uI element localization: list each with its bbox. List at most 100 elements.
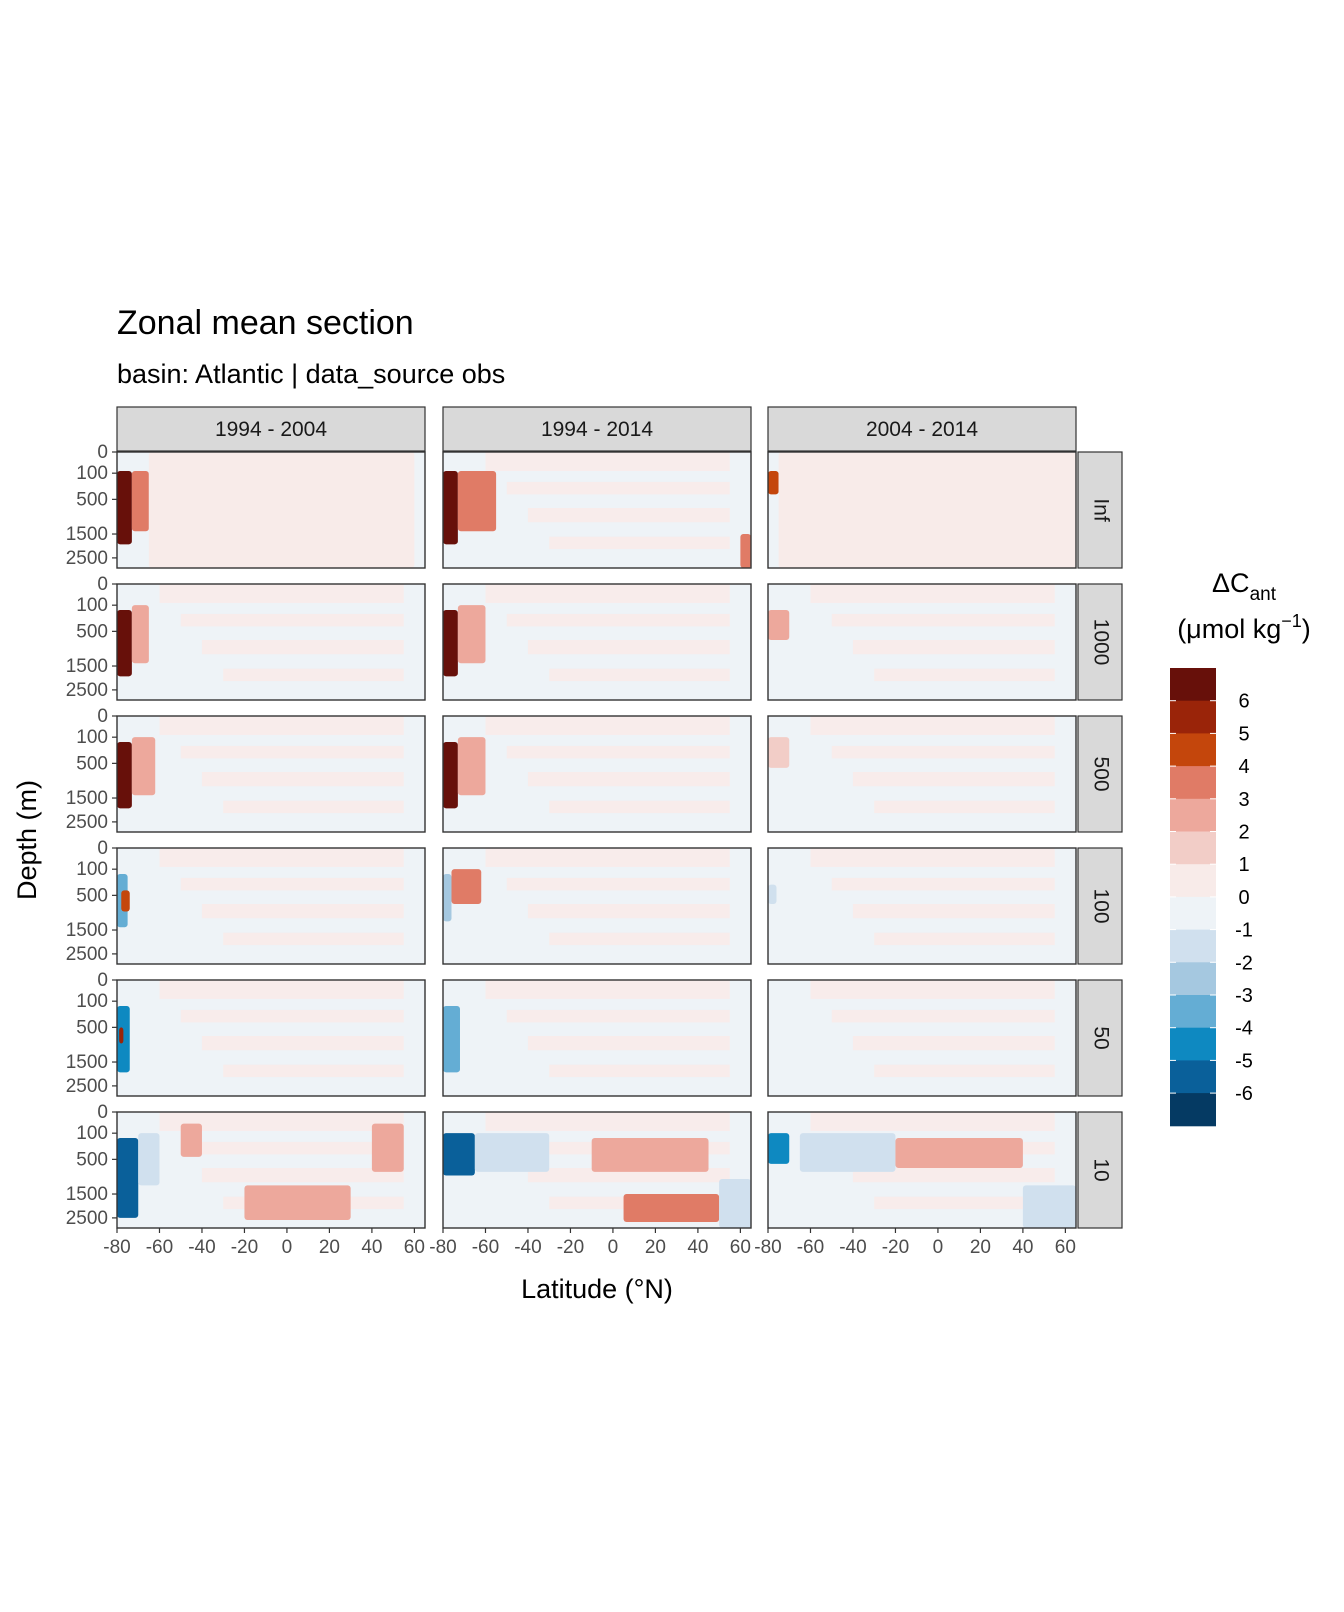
contour-band	[831, 745, 1055, 759]
legend-color-swatch	[1170, 700, 1216, 734]
y-tick-label: 1500	[66, 1184, 108, 1205]
contour-band	[201, 772, 404, 787]
x-tick-label: 40	[1012, 1237, 1033, 1258]
x-tick-label: -40	[188, 1237, 215, 1258]
y-tick-label: 500	[76, 753, 108, 774]
panel-border	[442, 979, 752, 1097]
contour-band	[831, 877, 1055, 891]
facet-strip-background	[1077, 451, 1123, 569]
x-tick-label: 20	[319, 1237, 340, 1258]
contour-region	[623, 1194, 720, 1223]
y-tick-label: 100	[76, 727, 108, 748]
x-tick-label: -40	[514, 1237, 541, 1258]
contour-region	[768, 884, 777, 905]
x-tick-label: 60	[404, 1237, 425, 1258]
legend-color-swatch	[1170, 1027, 1216, 1061]
legend-color-swatch	[1170, 1093, 1216, 1127]
contour-band	[223, 932, 404, 946]
contour-region	[457, 737, 486, 796]
facet-strip-background	[1077, 715, 1123, 833]
contour-band	[810, 848, 1055, 867]
contour-region	[451, 869, 482, 905]
y-tick-label: 2500	[66, 812, 108, 833]
contour-region	[443, 1133, 475, 1176]
legend-label: -5	[1235, 1050, 1253, 1072]
x-tick-label: 0	[933, 1237, 944, 1258]
facet-strip-label: 1994 - 2004	[215, 418, 327, 441]
contour-region	[138, 1133, 160, 1186]
facet-panel	[767, 1111, 1077, 1229]
contour-region	[121, 890, 130, 912]
contour-band	[223, 668, 404, 682]
y-tick-label: 100	[76, 991, 108, 1012]
contour-region	[778, 452, 1076, 568]
legend-color-swatch	[1170, 733, 1216, 767]
contour-band	[549, 1064, 730, 1078]
contour-band	[180, 1009, 404, 1023]
legend-color-swatch	[1170, 798, 1216, 832]
panel-border	[767, 451, 1077, 569]
panel-border	[767, 715, 1077, 833]
contour-region	[768, 737, 790, 768]
y-tick-label: 2500	[66, 1208, 108, 1229]
panel-border	[116, 715, 426, 833]
panel-border	[116, 583, 426, 701]
contour-region	[131, 605, 149, 664]
contour-band	[810, 584, 1055, 603]
contour-band	[223, 1064, 404, 1078]
y-tick-label: 100	[76, 859, 108, 880]
contour-band	[527, 1036, 730, 1051]
legend-color-swatch	[1170, 929, 1216, 963]
contour-band	[506, 877, 730, 891]
x-tick-label: 0	[608, 1237, 619, 1258]
panel-border	[442, 583, 752, 701]
y-tick-label: 1500	[66, 524, 108, 545]
legend-color-swatch	[1170, 896, 1216, 931]
legend-label: -6	[1235, 1083, 1253, 1105]
contour-band	[527, 772, 730, 787]
contour-region	[117, 741, 132, 809]
color-legend: ΔCant (μmol kg−1) 6 5 4 3 2 1 0 -1 -2 -3 -4 -5 -6	[1170, 568, 1311, 1127]
panel-border	[116, 847, 426, 965]
facet-strip-row: 100	[1077, 847, 1123, 965]
x-tick-label: 20	[645, 1237, 666, 1258]
facet-panel	[442, 1111, 752, 1229]
chart-subtitle: basin: Atlantic | data_source obs	[117, 359, 506, 389]
contour-band	[852, 1168, 1055, 1183]
legend-color-swatch	[1170, 864, 1216, 898]
contour-band	[180, 745, 404, 759]
contour-band	[485, 1112, 730, 1131]
facet-strip-background	[1077, 847, 1123, 965]
contour-band	[485, 452, 730, 471]
legend-title: ΔCant	[1212, 568, 1277, 605]
x-tick-label: 60	[730, 1237, 751, 1258]
legend-label: 4	[1238, 756, 1249, 778]
contour-region	[719, 1178, 751, 1228]
contour-region	[591, 1137, 709, 1172]
facet-strip-label: 50	[1089, 1026, 1112, 1049]
contour-band	[874, 1196, 1055, 1210]
panel-border	[767, 1111, 1077, 1229]
y-tick-label: 0	[97, 442, 108, 463]
facet-panel	[116, 451, 426, 569]
x-tick-label: -80	[103, 1237, 130, 1258]
facet-panel	[116, 715, 426, 833]
contour-band	[485, 848, 730, 867]
facet-strip-column: 2004 - 2014	[767, 406, 1077, 452]
y-tick-label: 2500	[66, 680, 108, 701]
y-tick-label: 0	[97, 706, 108, 727]
contour-region	[474, 1133, 550, 1172]
facet-strip-row: Inf	[1077, 451, 1123, 569]
contour-band	[831, 613, 1055, 627]
contour-band	[201, 1168, 404, 1183]
contour-band	[874, 800, 1055, 814]
contour-band	[527, 904, 730, 919]
y-tick-label: 500	[76, 1149, 108, 1170]
facet-strip-column: 1994 - 2014	[442, 406, 752, 452]
facet-strip-row: 1000	[1077, 583, 1123, 701]
contour-region	[180, 1123, 202, 1157]
contour-band	[810, 980, 1055, 999]
legend-label: 5	[1238, 723, 1249, 745]
contour-region	[457, 605, 486, 664]
